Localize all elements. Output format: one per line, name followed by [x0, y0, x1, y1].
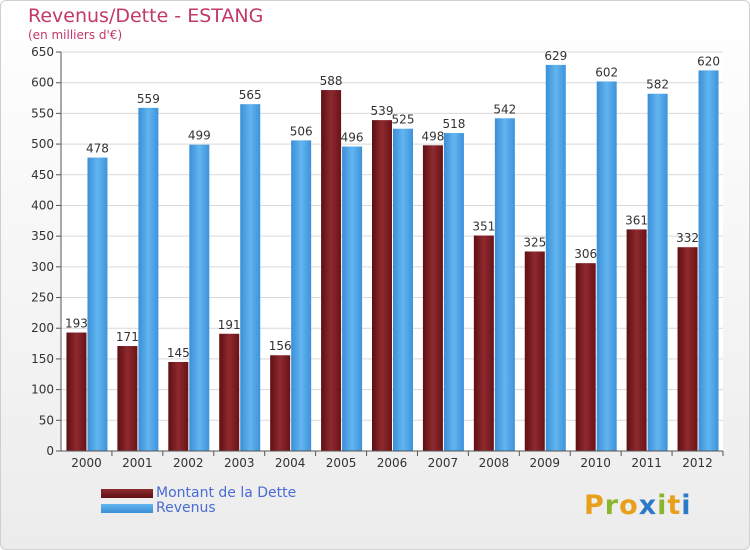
data-label-revenus: 499	[188, 129, 211, 143]
x-tick-label: 2012	[682, 456, 713, 470]
x-tick-label: 2003	[224, 456, 255, 470]
legend-swatch-revenus	[101, 504, 153, 513]
y-tick-label: 400	[31, 198, 54, 212]
data-label-debt: 361	[625, 213, 648, 227]
data-label-revenus: 478	[86, 142, 109, 156]
y-tick-label: 100	[31, 383, 54, 397]
bar-revenus	[393, 128, 413, 451]
data-label-debt: 325	[523, 236, 546, 250]
bar-revenus	[342, 146, 363, 452]
chart-subtitle: (en milliers d'€)	[28, 28, 123, 42]
data-label-revenus: 542	[493, 102, 516, 116]
bar-revenus	[698, 70, 719, 452]
y-tick-label: 350	[31, 229, 54, 243]
x-tick-label: 2000	[71, 456, 102, 470]
legend-item-debt: Montant de la Dette	[101, 486, 296, 501]
x-tick-label: 2001	[122, 456, 153, 470]
y-tick-label: 650	[31, 45, 54, 59]
bar-debt	[575, 263, 596, 451]
bar-debt	[524, 251, 545, 451]
bar-revenus	[138, 107, 159, 452]
bar-revenus	[596, 81, 617, 452]
data-label-debt: 306	[574, 247, 597, 261]
y-tick-label: 450	[31, 168, 54, 182]
logo-letter: t	[667, 490, 682, 521]
chart-title: Revenus/Dette - ESTANG	[28, 5, 264, 27]
data-label-revenus: 565	[239, 88, 262, 102]
legend-swatch-debt	[101, 489, 153, 498]
data-label-debt: 156	[269, 339, 292, 353]
data-label-revenus: 559	[137, 92, 160, 106]
bar-revenus	[240, 104, 261, 451]
y-tick-label: 500	[31, 137, 54, 151]
data-label-revenus: 582	[646, 78, 669, 92]
y-tick-label: 550	[31, 106, 54, 120]
data-label-debt: 351	[472, 220, 495, 234]
data-label-revenus: 525	[392, 113, 415, 127]
bar-revenus	[494, 118, 515, 452]
data-label-revenus: 602	[595, 65, 618, 79]
data-label-debt: 191	[218, 318, 241, 332]
x-tick-label: 2009	[529, 456, 560, 470]
bar-revenus	[189, 144, 210, 451]
bar-revenus	[291, 140, 312, 451]
bar-debt	[270, 355, 291, 451]
bar-debt	[117, 346, 138, 451]
x-tick-label: 2008	[479, 456, 510, 470]
data-label-revenus: 629	[544, 49, 567, 63]
data-label-revenus: 518	[442, 117, 465, 131]
bar-debt	[677, 247, 698, 451]
bar-debt	[473, 235, 494, 451]
data-label-debt: 332	[676, 231, 699, 245]
logo-letter: o	[619, 490, 639, 521]
data-label-revenus: 496	[341, 131, 364, 145]
data-label-debt: 539	[371, 104, 394, 118]
legend-label-revenus: Revenus	[156, 500, 216, 516]
bar-debt	[422, 145, 443, 451]
x-tick-label: 2002	[173, 456, 204, 470]
bar-debt	[321, 90, 342, 451]
data-label-debt: 193	[65, 317, 88, 331]
bar-debt	[66, 332, 87, 451]
bar-debt	[626, 229, 647, 451]
x-tick-label: 2010	[580, 456, 611, 470]
legend: Montant de la Dette Revenus	[101, 486, 296, 516]
logo-letter: i	[681, 490, 692, 521]
x-tick-label: 2004	[275, 456, 306, 470]
y-tick-label: 200	[31, 321, 54, 335]
data-label-revenus: 620	[697, 54, 720, 68]
x-tick-label: 2005	[326, 456, 357, 470]
data-label-debt: 498	[421, 129, 444, 143]
x-tick-label: 2006	[377, 456, 408, 470]
data-label-debt: 145	[167, 346, 190, 360]
logo-letter: r	[604, 490, 620, 521]
bar-revenus	[545, 64, 566, 451]
data-label-revenus: 506	[290, 124, 313, 138]
x-tick-label: 2007	[428, 456, 459, 470]
bar-revenus	[647, 93, 668, 451]
bar-revenus	[87, 157, 108, 451]
logo-letter: i	[657, 490, 668, 521]
y-tick-label: 600	[31, 76, 54, 90]
bar-debt	[168, 361, 189, 451]
bar-debt	[372, 120, 392, 451]
legend-item-revenus: Revenus	[101, 501, 296, 516]
proxiti-logo: Proxiti	[584, 490, 692, 521]
logo-letter: x	[638, 490, 658, 521]
legend-label-debt: Montant de la Dette	[156, 485, 297, 501]
logo-letter: P	[584, 490, 605, 521]
y-tick-label: 300	[31, 260, 54, 274]
x-tick-label: 2011	[631, 456, 662, 470]
y-tick-label: 250	[31, 291, 54, 305]
y-tick-label: 50	[39, 413, 54, 427]
y-tick-label: 150	[31, 352, 54, 366]
data-label-debt: 171	[116, 330, 139, 344]
data-label-debt: 588	[320, 74, 343, 88]
y-tick-label: 0	[46, 444, 54, 458]
bar-revenus	[443, 133, 464, 451]
bar-debt	[219, 333, 240, 451]
